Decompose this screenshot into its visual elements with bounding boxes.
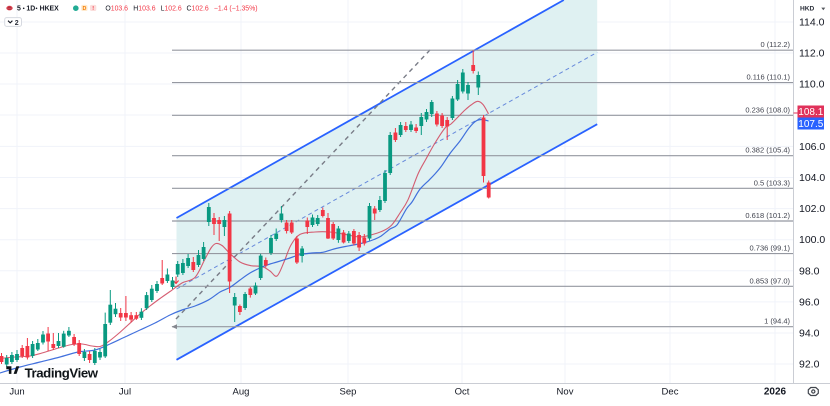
svg-text:HKD: HKD — [800, 5, 815, 12]
svg-text:2026: 2026 — [764, 387, 787, 398]
svg-text:Nov: Nov — [557, 387, 574, 398]
svg-text:5: 5 — [17, 5, 21, 12]
svg-text:L102.6: L102.6 — [161, 5, 182, 12]
svg-text:96.0: 96.0 — [799, 296, 820, 308]
svg-text:Aug: Aug — [233, 387, 250, 398]
svg-text:0.236 (108.0): 0.236 (108.0) — [745, 105, 790, 114]
svg-text:94.0: 94.0 — [799, 328, 820, 340]
svg-text:0.736 (99.1): 0.736 (99.1) — [750, 244, 791, 253]
svg-text:98.0: 98.0 — [799, 265, 820, 277]
svg-text:0.5 (103.3): 0.5 (103.3) — [754, 178, 791, 187]
svg-text:−1.4 (−1.35%): −1.4 (−1.35%) — [214, 5, 258, 12]
svg-text:110.0: 110.0 — [799, 79, 825, 91]
svg-text:2: 2 — [15, 20, 19, 27]
svg-text:Jun: Jun — [9, 387, 24, 398]
svg-text:HKEX: HKEX — [40, 5, 60, 12]
svg-text:107.5: 107.5 — [798, 119, 823, 130]
svg-text:!: ! — [92, 6, 94, 12]
svg-text:Sep: Sep — [340, 387, 357, 398]
svg-text:Jul: Jul — [119, 387, 131, 398]
svg-text:114.0: 114.0 — [799, 17, 825, 29]
svg-text:106.0: 106.0 — [799, 141, 825, 153]
svg-text:112.0: 112.0 — [799, 48, 825, 60]
svg-text:0 (112.2): 0 (112.2) — [761, 40, 791, 49]
svg-text:D: D — [82, 6, 86, 12]
svg-text:102.0: 102.0 — [799, 203, 825, 215]
svg-text:Dec: Dec — [662, 387, 679, 398]
svg-text:104.0: 104.0 — [799, 172, 825, 184]
svg-text:1D: 1D — [26, 5, 35, 12]
svg-text:TradingView: TradingView — [25, 365, 99, 380]
svg-text:0.116 (110.1): 0.116 (110.1) — [746, 73, 790, 82]
svg-text:C102.6: C102.6 — [187, 5, 209, 12]
svg-text:0.382 (105.4): 0.382 (105.4) — [745, 146, 790, 155]
svg-text:O103.6: O103.6 — [105, 5, 128, 12]
svg-text:H103.6: H103.6 — [133, 5, 155, 12]
svg-text:92.0: 92.0 — [799, 359, 820, 371]
svg-text:1 (94.4): 1 (94.4) — [764, 317, 790, 326]
svg-text:0.618 (101.2): 0.618 (101.2) — [745, 211, 790, 220]
svg-text:Oct: Oct — [455, 387, 470, 398]
svg-text:108.1: 108.1 — [798, 107, 823, 118]
svg-text:0.853 (97.0): 0.853 (97.0) — [750, 276, 791, 285]
svg-text:100.0: 100.0 — [799, 234, 825, 246]
